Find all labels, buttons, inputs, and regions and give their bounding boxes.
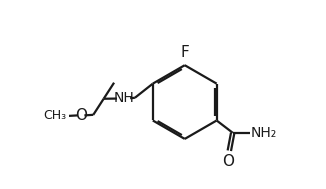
Text: O: O [222,154,234,169]
Text: NH: NH [113,91,134,105]
Text: CH₃: CH₃ [43,109,66,122]
Text: F: F [180,46,189,60]
Text: O: O [75,108,87,123]
Text: NH₂: NH₂ [251,126,277,140]
